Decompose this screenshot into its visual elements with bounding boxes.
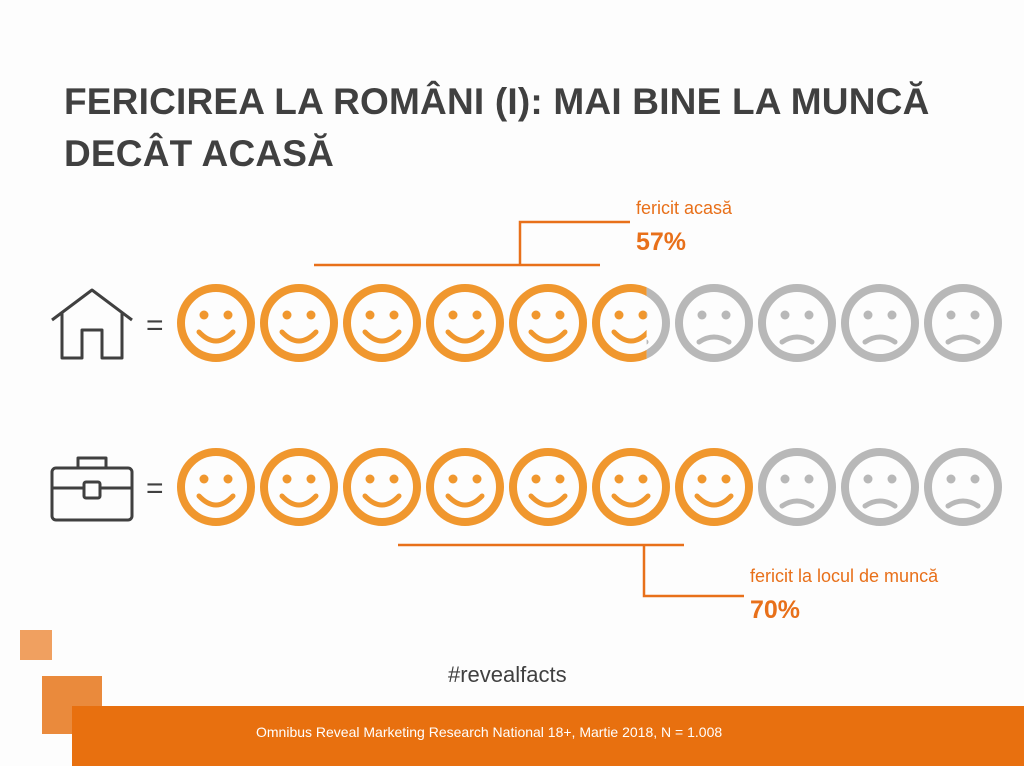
partial-face-sad-part-icon — [646, 287, 670, 359]
callout-work — [398, 543, 744, 598]
sad-face-icon — [841, 448, 919, 526]
footer-source-text: Omnibus Reveal Marketing Research Nation… — [256, 724, 723, 740]
happy-face-icon — [177, 284, 255, 362]
page-title: FERICIREA LA ROMÂNI (I): MAI BINE LA MUN… — [64, 81, 930, 174]
happy-face-icon — [509, 448, 587, 526]
sad-face-icon — [758, 284, 836, 362]
happy-face-icon — [343, 448, 421, 526]
briefcase-icon — [50, 456, 134, 522]
home-happy-value: 57% — [636, 228, 687, 256]
equals-sign-home: = — [146, 309, 164, 342]
callout-home — [314, 220, 630, 267]
hashtag: #revealfacts — [448, 662, 567, 687]
sad-face-icon — [924, 284, 1002, 362]
happy-face-icon — [260, 284, 338, 362]
partial-face-happy-part-icon — [592, 284, 647, 362]
happy-face-icon — [675, 448, 753, 526]
work-happy-value: 70% — [750, 596, 801, 624]
smiley-row-home — [177, 284, 1002, 362]
smiley-row-work — [177, 448, 1002, 526]
sad-face-icon — [758, 448, 836, 526]
footer-bar: Omnibus Reveal Marketing Research Nation… — [72, 706, 1024, 766]
sad-face-icon — [924, 448, 1002, 526]
happy-face-icon — [426, 284, 504, 362]
sad-face-icon — [841, 284, 919, 362]
happy-face-icon — [260, 448, 338, 526]
happy-face-icon — [426, 448, 504, 526]
equals-sign-work: = — [146, 472, 164, 505]
home-happy-label: fericit acasă — [636, 198, 733, 218]
decor-square-small — [20, 630, 52, 660]
sad-face-icon — [675, 284, 753, 362]
happy-face-icon — [177, 448, 255, 526]
house-icon — [51, 288, 133, 360]
work-happy-label: fericit la locul de muncă — [750, 566, 939, 586]
happy-face-icon — [343, 284, 421, 362]
happy-face-icon — [592, 448, 670, 526]
happy-face-icon — [509, 284, 587, 362]
